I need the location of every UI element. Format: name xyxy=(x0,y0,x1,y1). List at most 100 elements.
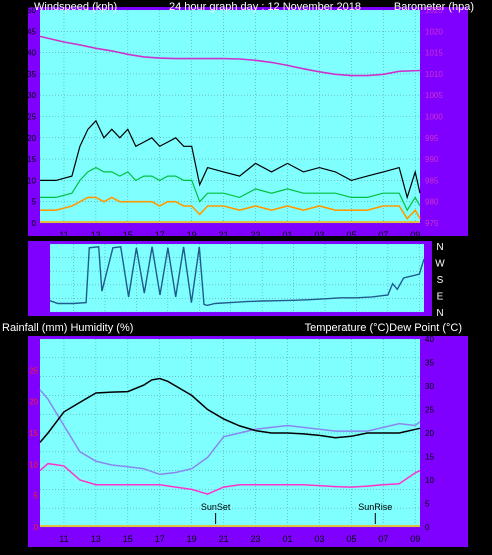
windspeed-tick-label: 15 xyxy=(27,155,36,164)
humidity-line xyxy=(39,389,421,476)
temperature-x-tick-label: 17 xyxy=(155,534,165,544)
humidity-tick-label: 100 xyxy=(9,335,23,344)
humidity-tick-label: 70 xyxy=(13,391,22,400)
temperature-x-tick-label: 09 xyxy=(410,534,420,544)
wind-x-tick-label: 23 xyxy=(251,230,261,240)
wind-x-tick-label: 09 xyxy=(410,230,420,240)
wind-gust-line xyxy=(40,119,421,200)
temperature-x-tick-labels: 11 13 15 17 19 21 23 01 03 05 07 09 xyxy=(59,534,420,544)
wind-x-tick-label: 05 xyxy=(346,230,356,240)
temperature-series-group xyxy=(39,377,421,527)
rain-tick-label: 10 xyxy=(29,460,38,469)
temperature-tick-label: 25 xyxy=(425,406,434,415)
wind-x-tick-label: 21 xyxy=(219,230,229,240)
sun-annotations: SunSet SunRise xyxy=(201,502,392,524)
wind-x-tick-label: 17 xyxy=(155,230,165,240)
direction-series-group xyxy=(49,246,425,307)
temperature-tick-label: 10 xyxy=(425,476,434,485)
wind-grid xyxy=(40,9,420,224)
rain-tick-label: 5 xyxy=(34,492,39,501)
wind-barometer-line xyxy=(39,35,421,77)
windspeed-tick-label: 45 xyxy=(27,27,36,36)
temperature-grid xyxy=(40,338,420,528)
wind-x-tick-label: 01 xyxy=(282,230,292,240)
windspeed-tick-label: 20 xyxy=(27,134,36,143)
rain-tick-label: 15 xyxy=(29,429,38,438)
sun-annotation-label: SunSet xyxy=(201,502,231,512)
dew-point-line xyxy=(39,462,421,495)
rain-tick-label: 25 xyxy=(29,366,38,375)
barometer-tick-labels: 1025 1020 1015 1010 1005 1000 995 990 985 980 975 xyxy=(425,6,443,228)
temperature-tick-label: 30 xyxy=(425,382,434,391)
temperature-line xyxy=(39,377,421,443)
wind-speed-line xyxy=(40,196,421,221)
wind-x-tick-label: 11 xyxy=(59,230,68,240)
temperature-tick-label: 0 xyxy=(425,523,430,532)
wind-x-tick-label: 07 xyxy=(378,230,388,240)
barometer-tick-label: 995 xyxy=(425,134,439,143)
wind-x-tick-label: 13 xyxy=(91,230,101,240)
graph-title: 24 hour graph day : 12 November 2018 xyxy=(169,1,361,13)
wind-x-tick-label: 15 xyxy=(123,230,133,240)
temperature-tick-labels: 40 35 30 25 20 15 10 5 0 xyxy=(425,335,434,532)
temperature-dewpoint-axis-title: Temperature (°C)Dew Point (°C) xyxy=(305,322,462,334)
rain-tick-label: 20 xyxy=(29,398,38,407)
humidity-tick-label: 40 xyxy=(13,448,22,457)
direction-compass-label: N xyxy=(436,308,443,319)
barometer-tick-label: 975 xyxy=(425,219,439,228)
barometer-axis-title: Barometer (hpa) xyxy=(394,1,474,13)
temperature-x-tick-label: 19 xyxy=(187,534,197,544)
direction-compass-label: S xyxy=(437,275,444,286)
barometer-tick-label: 985 xyxy=(425,176,439,185)
barometer-tick-label: 1010 xyxy=(425,70,443,79)
temperature-x-tick-label: 01 xyxy=(282,534,292,544)
wind-direction-line xyxy=(49,246,425,307)
windspeed-tick-label: 40 xyxy=(27,49,36,58)
direction-compass-label: N xyxy=(436,242,443,253)
windspeed-tick-label: 10 xyxy=(27,176,36,185)
windspeed-tick-label: 35 xyxy=(27,70,36,79)
barometer-tick-label: 1025 xyxy=(425,6,443,15)
windspeed-tick-label: 0 xyxy=(32,219,37,228)
temperature-x-tick-label: 11 xyxy=(59,534,68,544)
humidity-tick-label: 60 xyxy=(13,410,22,419)
direction-compass-label: E xyxy=(437,292,444,303)
wind-x-tick-label: 19 xyxy=(187,230,197,240)
temperature-x-tick-label: 07 xyxy=(378,534,388,544)
windspeed-tick-label: 25 xyxy=(27,113,36,122)
temperature-x-tick-label: 23 xyxy=(251,534,261,544)
rain-tick-label: 0 xyxy=(34,523,39,532)
wind-x-tick-labels: 11 13 15 17 19 21 23 01 03 05 07 09 xyxy=(59,230,420,240)
temperature-tick-label: 40 xyxy=(425,335,434,344)
direction-compass-label: W xyxy=(435,259,445,270)
windspeed-axis-title: Windspeed (kph) xyxy=(34,1,117,13)
direction-grid xyxy=(50,243,424,313)
barometer-tick-label: 980 xyxy=(425,198,439,207)
temperature-x-tick-label: 15 xyxy=(123,534,133,544)
wind-average-line xyxy=(40,166,421,212)
rain-tick-labels: 25 20 15 10 5 0 xyxy=(29,366,38,532)
temperature-x-tick-label: 05 xyxy=(346,534,356,544)
wind-series-group xyxy=(39,35,421,223)
temperature-tick-label: 20 xyxy=(425,429,434,438)
temperature-tick-label: 15 xyxy=(425,453,434,462)
barometer-tick-label: 1020 xyxy=(425,27,443,36)
windspeed-tick-label: 50 xyxy=(27,6,36,15)
humidity-tick-label: 50 xyxy=(13,429,22,438)
barometer-tick-label: 1015 xyxy=(425,49,443,58)
temperature-x-tick-label: 21 xyxy=(219,534,229,544)
humidity-tick-label: 10 xyxy=(13,504,22,513)
rain-humidity-axis-title: Rainfall (mm) Humidity (%) xyxy=(2,322,133,334)
temperature-x-tick-label: 13 xyxy=(91,534,101,544)
wind-x-tick-label: 03 xyxy=(314,230,324,240)
temperature-tick-label: 35 xyxy=(425,359,434,368)
temperature-x-tick-label: 03 xyxy=(314,534,324,544)
windspeed-tick-label: 5 xyxy=(32,198,37,207)
direction-plot-area xyxy=(50,244,424,312)
barometer-tick-label: 1000 xyxy=(425,113,443,122)
humidity-tick-label: 20 xyxy=(13,485,22,494)
